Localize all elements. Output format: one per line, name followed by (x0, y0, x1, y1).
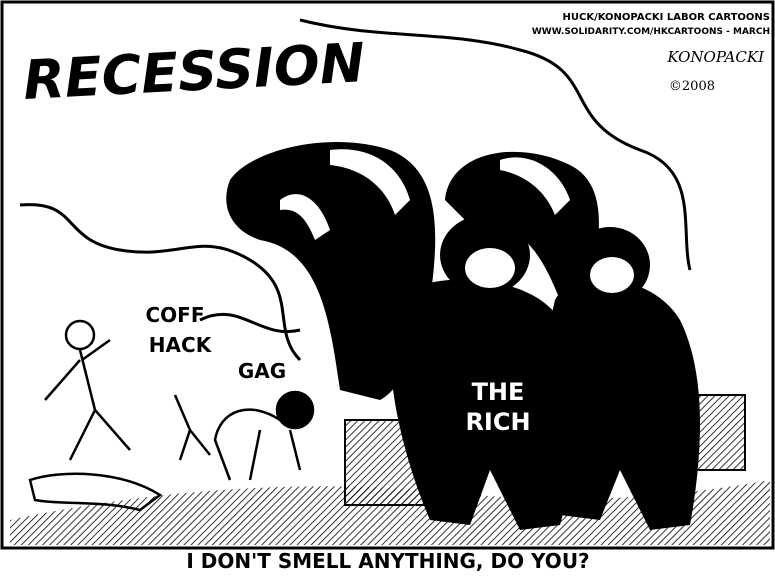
credit: HUCK/KONOPACKI LABOR CARTOONS (563, 12, 770, 23)
sound: HACK (149, 333, 213, 357)
skunk-face (590, 257, 634, 293)
frame (0, 0, 775, 550)
skunk-face (465, 248, 515, 288)
tail-stripe (280, 194, 330, 240)
caption: I DON'T SMELL ANYTHING, DO YOU? (186, 549, 589, 573)
credit: WWW.SOLIDARITY.COM/HKCARTOONS - MARCH (532, 27, 770, 37)
smell-lines (19, 18, 692, 362)
briefcase (344, 419, 458, 506)
label: RICH (465, 408, 530, 436)
tail-stripe (500, 157, 570, 215)
year: ©2008 (669, 79, 715, 94)
skunk-body (545, 279, 700, 530)
briefcase (689, 394, 746, 471)
sound: GAG (238, 359, 286, 383)
ground (10, 480, 770, 545)
sound: COFF (145, 303, 204, 327)
signature: KONOPACKI (666, 48, 765, 66)
coughing-people (28, 319, 315, 512)
tail-stripe (330, 149, 410, 215)
skunk-tail (226, 141, 436, 400)
label: THE (472, 378, 525, 406)
